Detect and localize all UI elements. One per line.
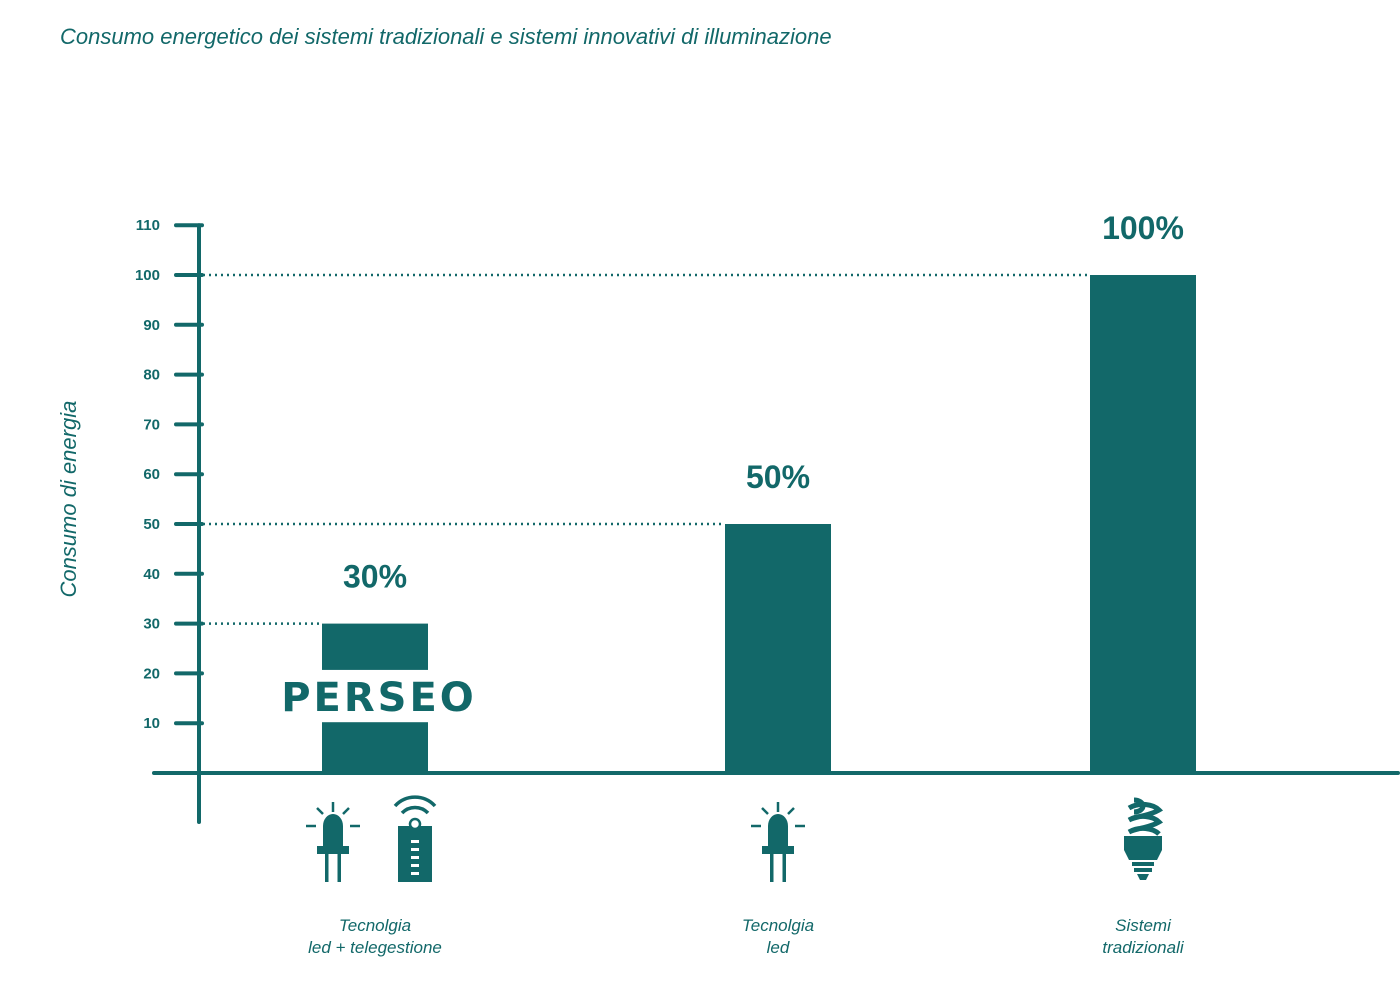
category-label: led	[767, 938, 790, 957]
category-label: Tecnolgia	[742, 916, 814, 935]
y-tick-label: 40	[143, 566, 160, 583]
data-label: 100%	[1102, 210, 1184, 246]
bar	[322, 623, 428, 670]
y-tick-label: 100	[135, 267, 160, 284]
y-tick-label: 10	[143, 715, 160, 732]
chart-title: Consumo energetico dei sistemi tradizion…	[60, 24, 832, 49]
cfl-bulb-icon	[1124, 800, 1162, 880]
y-tick-label: 30	[143, 616, 160, 633]
bar	[725, 524, 831, 773]
data-label: 30%	[343, 559, 407, 595]
perseo-logo: PERSEO	[281, 675, 477, 721]
y-tick-label: 80	[143, 367, 160, 384]
y-tick-label: 70	[143, 416, 160, 433]
y-tick-label: 90	[143, 317, 160, 334]
y-tick-label: 60	[143, 466, 160, 483]
category-label: Tecnolgia	[339, 916, 411, 935]
bar	[1090, 275, 1196, 773]
led-icon	[749, 800, 807, 884]
category-label: led + telegestione	[308, 938, 442, 957]
category-label: tradizionali	[1102, 938, 1184, 957]
y-axis-title: Consumo di energia	[56, 401, 81, 598]
remote-control-icon	[393, 795, 437, 884]
bar	[322, 722, 428, 773]
data-label: 50%	[746, 459, 810, 495]
y-tick-label: 110	[136, 217, 160, 234]
category-label: Sistemi	[1115, 916, 1172, 935]
led-icon	[304, 800, 362, 884]
y-tick-label: 50	[143, 516, 160, 533]
y-tick-label: 20	[143, 665, 160, 682]
